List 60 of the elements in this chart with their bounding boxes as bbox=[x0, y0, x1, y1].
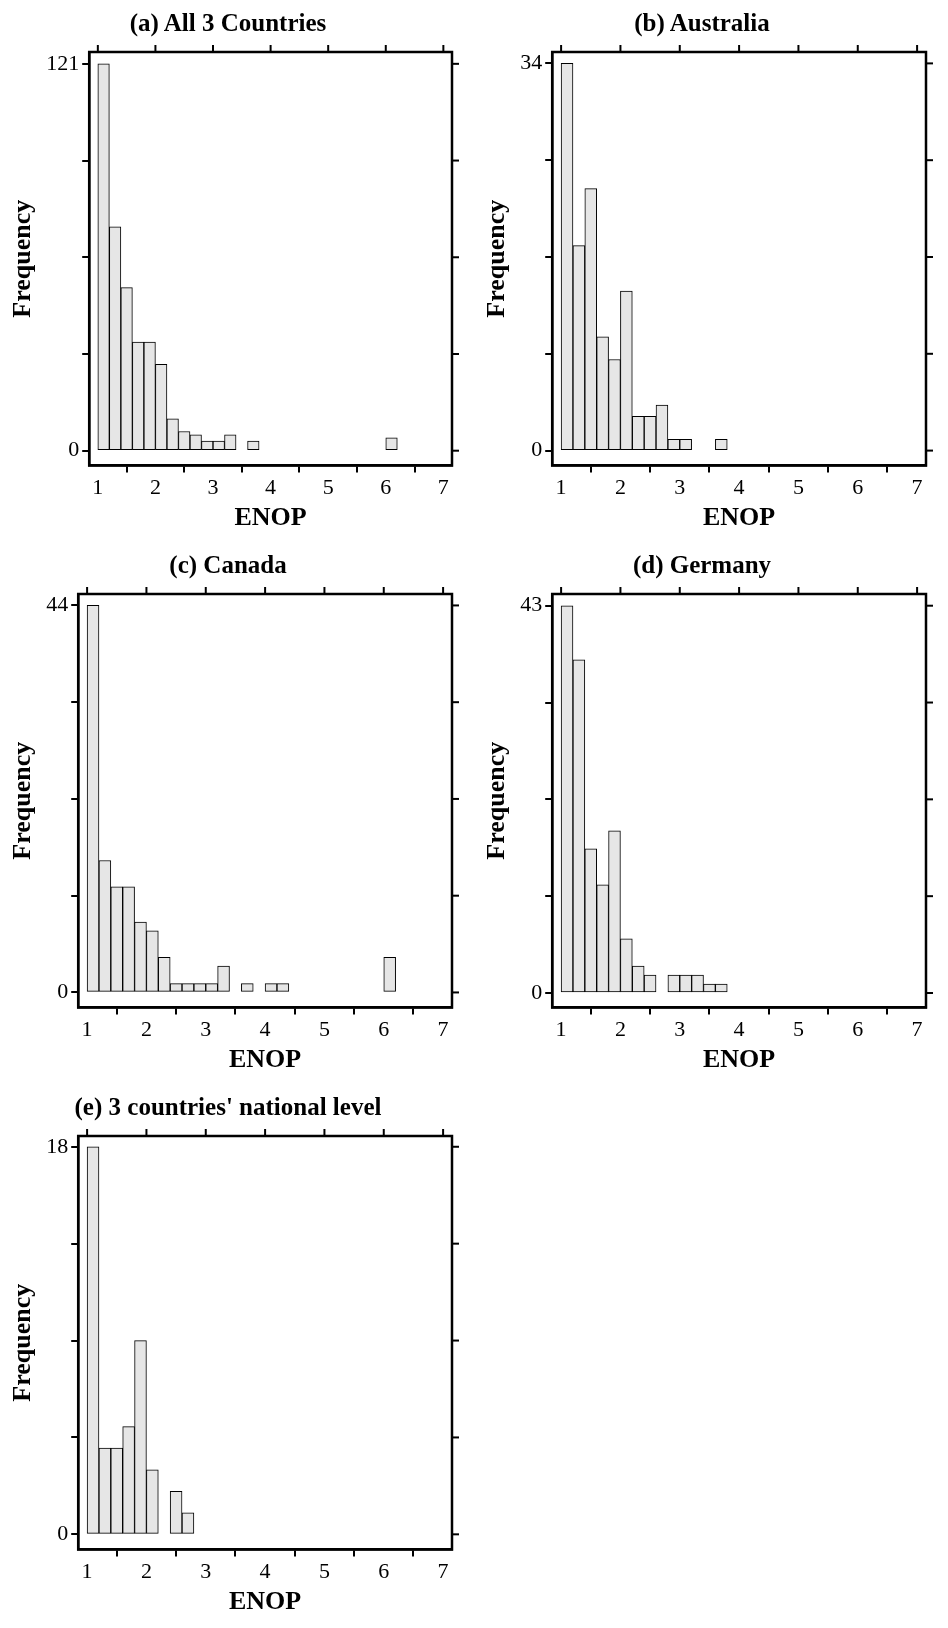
x-tick-label: 7 bbox=[437, 1558, 449, 1584]
x-tick-label: 4 bbox=[259, 1558, 271, 1584]
x-tick-label: 5 bbox=[322, 474, 334, 500]
y-tick-label: 44 bbox=[46, 591, 69, 617]
x-tick-label: 1 bbox=[92, 474, 104, 500]
x-tick-label: 3 bbox=[200, 1016, 212, 1042]
y-tick-label: 121 bbox=[46, 49, 80, 75]
x-tick-label: 4 bbox=[733, 1016, 745, 1042]
x-tick-label: 6 bbox=[852, 1016, 864, 1042]
x-tick-label: 5 bbox=[792, 1016, 804, 1042]
x-tick-label: 2 bbox=[149, 474, 161, 500]
x-tick-label: 1 bbox=[555, 474, 567, 500]
x-tick-label: 7 bbox=[911, 1016, 923, 1042]
x-axis-title: ENOP bbox=[702, 1044, 776, 1074]
x-tick-label: 6 bbox=[380, 474, 392, 500]
chart-title: (e) 3 countries' national level bbox=[74, 1093, 382, 1122]
x-tick-label: 1 bbox=[81, 1558, 93, 1584]
x-tick-label: 1 bbox=[81, 1016, 93, 1042]
x-tick-label: 4 bbox=[265, 474, 277, 500]
chart-title: (d) Germany bbox=[632, 551, 772, 580]
x-tick-label: 6 bbox=[378, 1558, 390, 1584]
x-tick-label: 4 bbox=[733, 474, 745, 500]
x-axis-title: ENOP bbox=[228, 1586, 302, 1616]
x-tick-label: 7 bbox=[437, 474, 449, 500]
x-axis-title: ENOP bbox=[228, 1044, 302, 1074]
y-tick-label: 0 bbox=[57, 978, 69, 1004]
y-tick-label: 18 bbox=[46, 1132, 69, 1158]
x-tick-label: 1 bbox=[555, 1016, 567, 1042]
y-tick-label: 0 bbox=[531, 436, 543, 462]
x-tick-label: 6 bbox=[378, 1016, 390, 1042]
x-tick-label: 3 bbox=[674, 1016, 686, 1042]
x-axis-title: ENOP bbox=[702, 502, 776, 532]
x-tick-label: 3 bbox=[207, 474, 219, 500]
x-tick-label: 7 bbox=[911, 474, 923, 500]
y-axis-title: Frequency bbox=[481, 741, 511, 860]
x-tick-label: 2 bbox=[614, 1016, 626, 1042]
y-axis-title: Frequency bbox=[7, 199, 37, 318]
y-tick-label: 34 bbox=[520, 49, 543, 75]
y-axis-title: Frequency bbox=[7, 741, 37, 860]
chart-title: (c) Canada bbox=[169, 551, 288, 580]
y-tick-label: 0 bbox=[68, 436, 80, 462]
x-tick-label: 4 bbox=[259, 1016, 271, 1042]
chart-title: (b) Australia bbox=[634, 9, 771, 38]
x-tick-label: 5 bbox=[318, 1016, 330, 1042]
y-tick-label: 0 bbox=[57, 1520, 69, 1546]
x-tick-label: 5 bbox=[792, 474, 804, 500]
x-tick-label: 2 bbox=[614, 474, 626, 500]
x-tick-label: 2 bbox=[140, 1558, 152, 1584]
x-tick-label: 3 bbox=[674, 474, 686, 500]
y-tick-label: 0 bbox=[531, 978, 543, 1004]
x-tick-label: 5 bbox=[318, 1558, 330, 1584]
y-axis-title: Frequency bbox=[7, 1283, 37, 1402]
x-axis-title: ENOP bbox=[234, 502, 307, 532]
chart-title: (a) All 3 Countries bbox=[129, 9, 327, 38]
y-tick-label: 43 bbox=[520, 591, 543, 617]
y-axis-title: Frequency bbox=[481, 199, 511, 318]
x-tick-label: 3 bbox=[200, 1558, 212, 1584]
x-tick-label: 7 bbox=[437, 1016, 449, 1042]
x-tick-label: 2 bbox=[140, 1016, 152, 1042]
x-tick-label: 6 bbox=[852, 474, 864, 500]
